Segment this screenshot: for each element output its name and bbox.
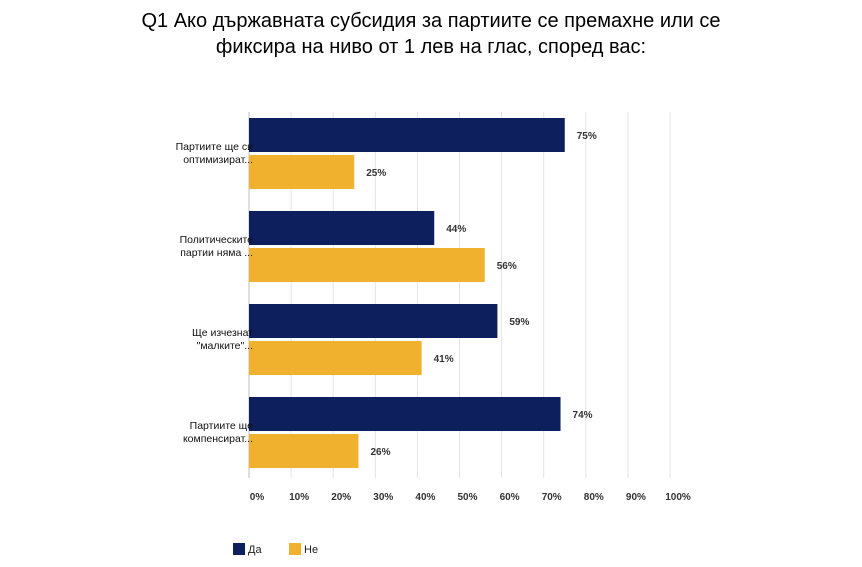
bar-ne [249,434,359,468]
x-tick-label: 60% [500,492,520,503]
category-label: Политическите [180,234,254,246]
data-label: 56% [497,261,517,272]
chart-title-line-1: Q1 Ако държавната субсидия за партиите с… [141,10,721,32]
legend: Да Не [233,543,318,556]
x-tick-label: 30% [373,492,393,503]
x-tick-label: 100% [665,492,691,503]
legend-label-ne: Не [304,544,318,556]
x-tick-label: 90% [626,492,646,503]
labels: 0% 10% 20% 30% 40% 50% 60% 70% 80% 90% 100% 75% 25% П… [176,131,691,503]
x-tick-label: 10% [289,492,309,503]
x-tick-label: 80% [584,492,604,503]
data-label: 44% [446,224,466,235]
legend-swatch-ne [289,543,301,555]
data-label: 59% [509,317,529,328]
x-tick-label: 50% [457,492,477,503]
x-tick-label: 40% [415,492,435,503]
bar-ne [249,155,355,189]
chart-title: Q1 Ако държавната субсидия за партиите с… [0,8,862,60]
data-label: 75% [577,131,597,142]
legend-label-da: Да [248,544,262,556]
bar-da [249,304,498,338]
data-label: 41% [434,354,454,365]
data-label: 74% [573,410,593,421]
bar-ne [249,248,485,282]
data-label: 25% [366,168,386,179]
legend-swatch-da [233,543,245,555]
data-label: 26% [370,447,390,458]
category-label: Партиите ще [190,420,254,432]
category-label: компенсират... [183,433,253,445]
bar-da [249,118,565,152]
chart-title-line-2: фиксира на ниво от 1 лев на глас, според… [215,36,647,58]
x-tick-label: 0% [250,492,265,503]
bar-da [249,397,561,431]
x-tick-label: 70% [542,492,562,503]
category-label: Партиите ще си [176,141,254,153]
category-label: оптимизират... [183,154,253,166]
bar-ne [249,341,422,375]
x-tick-label: 20% [331,492,351,503]
category-label: Ще изчезнат [192,327,253,339]
bar-da [249,211,435,245]
category-label: "малките"... [197,340,253,352]
bars [249,118,565,468]
category-label: партии няма ... [180,247,253,259]
